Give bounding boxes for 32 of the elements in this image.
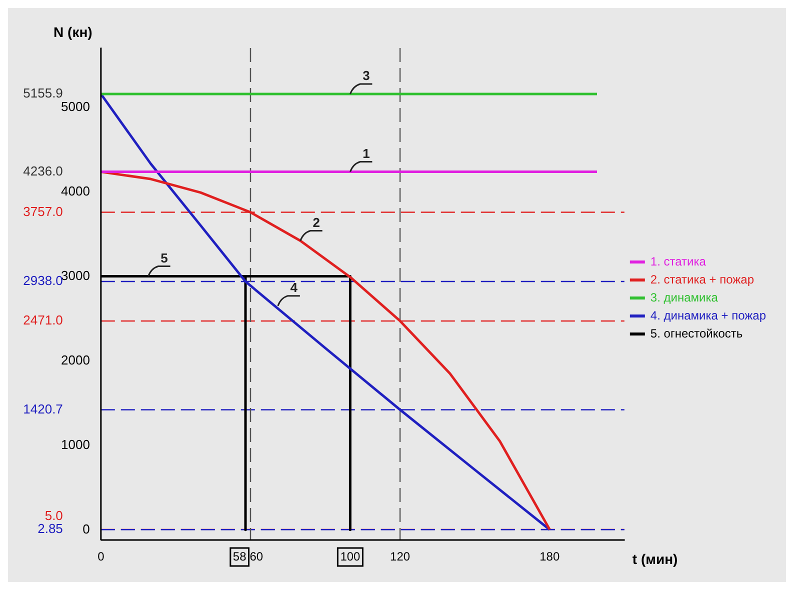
legend-label: 2. статика + пожар — [650, 272, 754, 286]
x-tick-label: 100 — [340, 549, 361, 564]
annotation: 3 — [362, 68, 370, 84]
annotation: 1 — [362, 146, 370, 161]
annotation: 5155.9 — [23, 86, 63, 101]
x-tick-label: 60 — [250, 549, 264, 564]
y-axis-title: N (кн) — [54, 24, 92, 40]
legend-label: 4. динамика + пожар — [650, 308, 766, 322]
ref-line-label: 2.85 — [38, 521, 63, 536]
x-axis-title: t (мин) — [632, 550, 678, 567]
y-tick-label: 4000 — [61, 183, 90, 198]
annotation: 5 — [160, 250, 168, 266]
ref-line-label: 2938.0 — [23, 273, 63, 288]
y-tick-label: 5000 — [61, 98, 90, 114]
annotation: 4 — [290, 280, 298, 295]
ref-line-label: 2471.0 — [23, 312, 63, 328]
ref-line-label: 1420.7 — [23, 401, 63, 416]
y-tick-label: 2000 — [61, 352, 90, 368]
legend-label: 1. статика — [650, 254, 706, 268]
ref-line-label: 3757.0 — [23, 204, 63, 219]
annotation: 2 — [312, 214, 320, 230]
x-tick-label: 180 — [540, 549, 560, 564]
ref-line-label: 5.0 — [44, 508, 63, 524]
x-tick-label: 58 — [232, 549, 247, 564]
x-tick-label: 0 — [98, 549, 105, 564]
legend-label: 3. динамика — [650, 290, 718, 304]
legend-label: 5. огнестойкость — [650, 326, 743, 340]
y-tick-label: 0 — [82, 521, 90, 536]
x-tick-label: 120 — [390, 549, 410, 564]
y-tick-label: 3000 — [61, 268, 90, 283]
annotation: 4236.0 — [23, 163, 63, 178]
y-tick-label: 1000 — [61, 436, 90, 452]
